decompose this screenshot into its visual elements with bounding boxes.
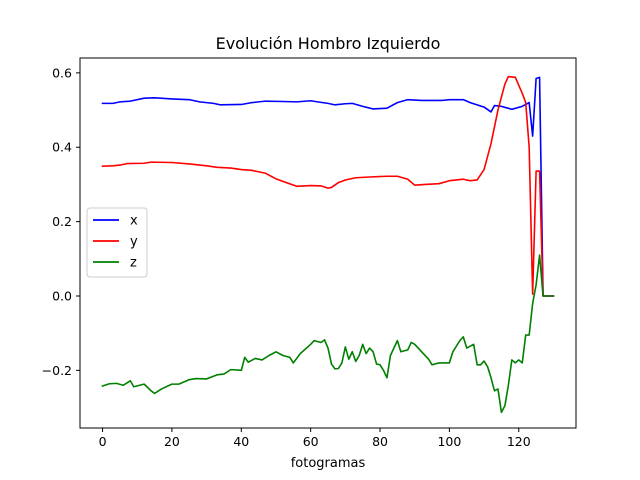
legend-box	[86, 207, 148, 278]
legend: xyz	[86, 207, 148, 278]
x-tick-label: 120	[507, 434, 531, 449]
legend-label-x: x	[130, 214, 138, 229]
y-tick-label: 0.6	[52, 65, 72, 80]
y-tick-label: 0.2	[52, 214, 72, 229]
x-tick-label: 40	[233, 434, 249, 449]
x-axis-label: fotogramas	[291, 456, 366, 471]
series-layer	[101, 75, 555, 414]
y-tick-label: 0.4	[52, 140, 72, 155]
x-axis: 0 20 40 60 80 100 120	[99, 428, 531, 449]
legend-label-z: z	[130, 256, 137, 271]
series-line-z	[101, 254, 555, 414]
y-tick-label: −0.2	[42, 363, 72, 378]
chart-title: Evolución Hombro Izquierdo	[216, 34, 441, 53]
series-line-y	[101, 75, 555, 297]
y-tick-label: 0.0	[52, 288, 72, 303]
x-tick-label: 100	[437, 434, 461, 449]
x-tick-label: 0	[99, 434, 107, 449]
plot-area-frame	[79, 57, 577, 429]
y-axis: −0.2 0.0 0.2 0.4 0.6	[42, 65, 80, 378]
legend-label-y: y	[130, 235, 138, 250]
x-tick-label: 20	[164, 434, 180, 449]
x-tick-label: 80	[372, 434, 388, 449]
x-tick-label: 60	[303, 434, 319, 449]
series-line-x	[101, 76, 555, 297]
